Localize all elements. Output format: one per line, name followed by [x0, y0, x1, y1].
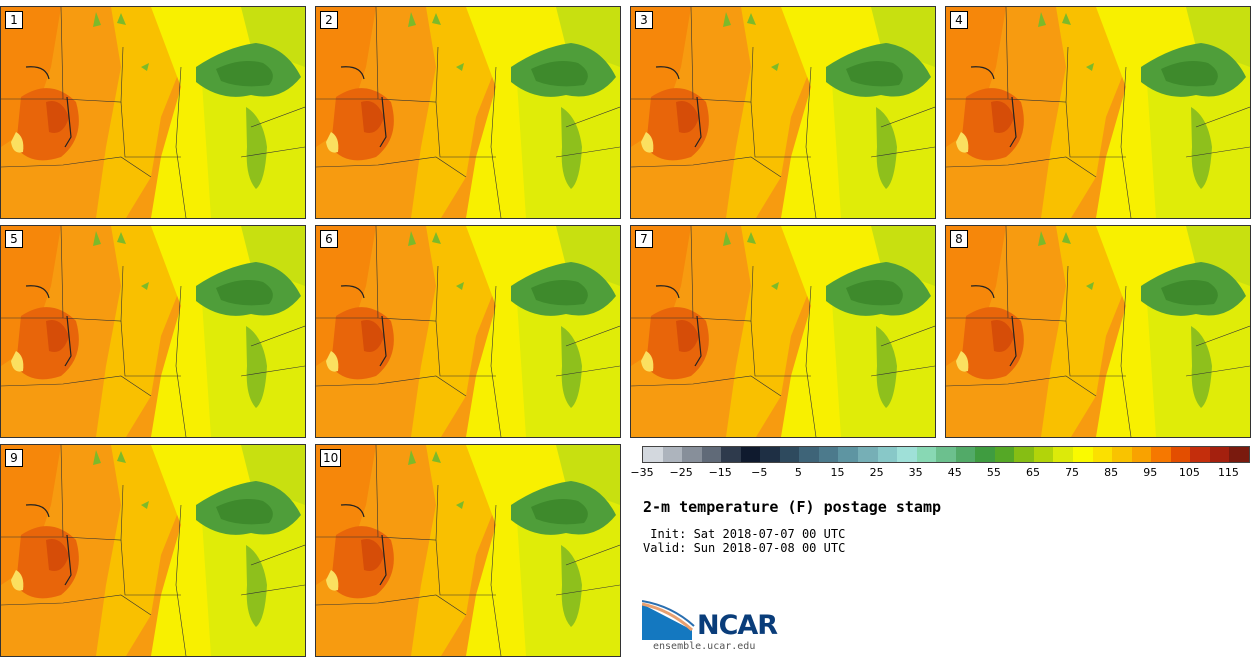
colorbar-swatch: [1151, 447, 1171, 462]
member-number: 7: [635, 230, 653, 248]
colorbar-swatch: [1112, 447, 1132, 462]
temperature-map: [631, 226, 935, 437]
ncar-logo-icon: [642, 600, 695, 640]
figure-title: 2-m temperature (F) postage stamp: [643, 498, 942, 516]
colorbar-tick-label: −15: [708, 466, 732, 479]
member-number: 9: [5, 449, 23, 467]
member-panel: 1: [0, 6, 306, 219]
colorbar-swatch: [721, 447, 741, 462]
colorbar-swatch: [1014, 447, 1034, 462]
colorbar-tick-label: −5: [751, 466, 768, 479]
temperature-map: [316, 7, 620, 218]
colorbar-swatch: [1053, 447, 1074, 462]
colorbar-swatch: [740, 447, 761, 462]
colorbar-swatch: [701, 447, 722, 462]
temperature-map: [1, 445, 305, 656]
member-number: 1: [5, 11, 23, 29]
colorbar-tick-label: 5: [794, 466, 802, 479]
site-url: ensemble.ucar.edu: [653, 641, 756, 652]
colorbar-swatch: [682, 447, 702, 462]
colorbar-swatch: [779, 447, 800, 462]
temperature-map: [1, 226, 305, 437]
colorbar-swatch: [818, 447, 839, 462]
logo-wordmark: NCAR: [697, 610, 778, 641]
member-number: 6: [320, 230, 338, 248]
colorbar-swatch: [1170, 447, 1191, 462]
colorbar-swatch: [916, 447, 937, 462]
colorbar-swatch: [838, 447, 859, 462]
colorbar-swatch: [1229, 447, 1249, 462]
colorbar-tick-label: 55: [986, 466, 1001, 479]
member-panel: 8: [945, 225, 1251, 438]
temperature-map: [946, 7, 1250, 218]
temperature-map: [946, 226, 1250, 437]
colorbar-tick-label: 65: [1025, 466, 1040, 479]
colorbar-swatch: [760, 447, 780, 462]
temperature-map: [316, 226, 620, 437]
colorbar-tick-label: 25: [869, 466, 884, 479]
colorbar-swatch: [1073, 447, 1093, 462]
temperature-map: [316, 445, 620, 656]
colorbar-swatch: [1092, 447, 1113, 462]
colorbar-swatch: [1033, 447, 1054, 462]
member-number: 3: [635, 11, 653, 29]
temperature-map: [1, 7, 305, 218]
colorbar-swatch: [662, 447, 683, 462]
member-panel: 6: [315, 225, 621, 438]
colorbar-tick-label: 15: [830, 466, 845, 479]
member-panel: 5: [0, 225, 306, 438]
colorbar-tick-label: −35: [630, 466, 654, 479]
colorbar-swatch: [955, 447, 976, 462]
member-number: 5: [5, 230, 23, 248]
member-panel: 4: [945, 6, 1251, 219]
init-time: Init: Sat 2018-07-07 00 UTC: [643, 527, 846, 541]
colorbar-swatch: [1190, 447, 1210, 462]
colorbar-swatch: [1131, 447, 1152, 462]
colorbar-tick-label: −25: [669, 466, 693, 479]
member-number: 10: [320, 449, 342, 467]
colorbar-tick-label: 95: [1143, 466, 1158, 479]
colorbar-swatch: [877, 447, 898, 462]
colorbar-swatch: [1209, 447, 1230, 462]
member-panel: 10: [315, 444, 621, 657]
member-number: 4: [950, 11, 968, 29]
member-number: 8: [950, 230, 968, 248]
colorbar-tick-label: 105: [1178, 466, 1200, 479]
colorbar-swatch: [975, 447, 995, 462]
colorbar-swatch: [799, 447, 819, 462]
colorbar-tick-label: 45: [947, 466, 962, 479]
colorbar-swatch: [936, 447, 956, 462]
member-panel: 7: [630, 225, 936, 438]
member-panel: 9: [0, 444, 306, 657]
colorbar-tick-label: 75: [1065, 466, 1080, 479]
colorbar-swatch: [897, 447, 917, 462]
colorbar-ticks: −35 −25 −15 −5 5 15 25 35 45 55 65 75 85 95 105 115: [630, 466, 1248, 480]
member-panel: 2: [315, 6, 621, 219]
valid-time: Valid: Sun 2018-07-08 00 UTC: [643, 541, 846, 555]
colorbar-tick-label: 115: [1217, 466, 1239, 479]
colorbar-tick-label: 85: [1104, 466, 1119, 479]
colorbar-swatch: [643, 447, 663, 462]
temperature-map: [631, 7, 935, 218]
colorbar: [642, 446, 1250, 463]
colorbar-swatch: [858, 447, 878, 462]
colorbar-swatch: [994, 447, 1015, 462]
colorbar-tick-label: 35: [908, 466, 923, 479]
member-number: 2: [320, 11, 338, 29]
member-panel: 3: [630, 6, 936, 219]
